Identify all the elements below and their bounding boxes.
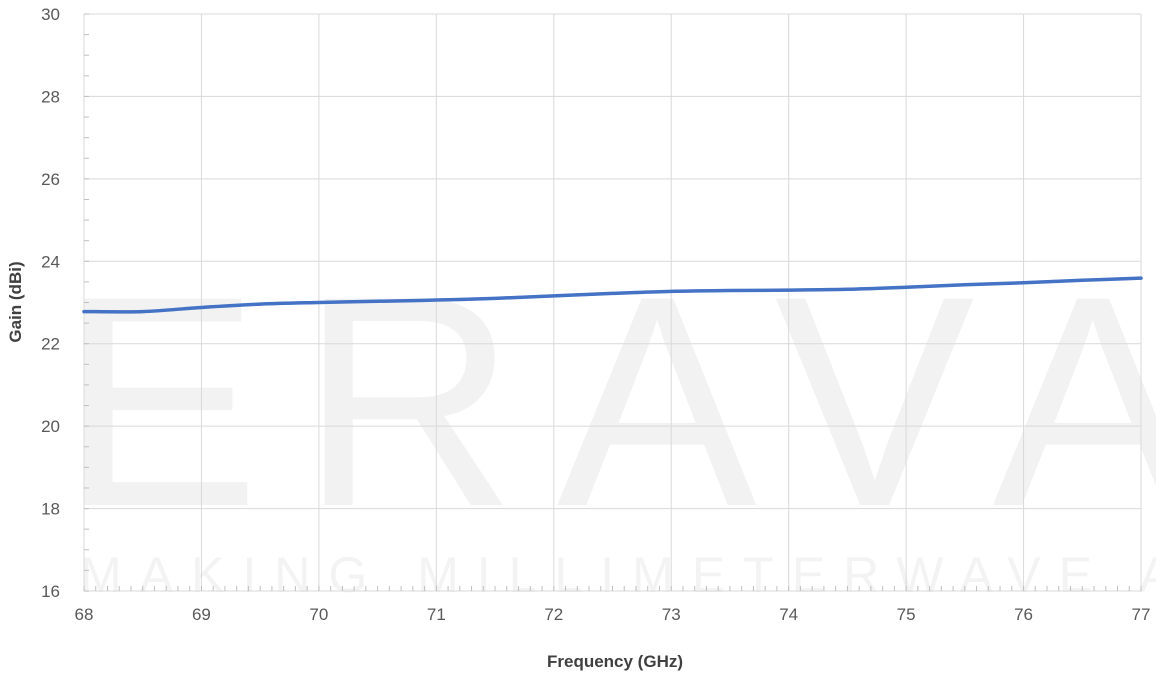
y-tick-label: 16 (41, 582, 60, 601)
y-tick-label: 26 (41, 170, 60, 189)
minor-ticks (83, 13, 1142, 592)
watermark: ERAVANT MAKING MILLIMETERWAVE ACCESSIBLE (60, 233, 1156, 603)
y-tick-label: 24 (41, 252, 60, 271)
y-tick-label: 20 (41, 417, 60, 436)
x-tick-label: 77 (1132, 605, 1151, 624)
series-layer (82, 276, 1143, 314)
x-tick-label: 72 (544, 605, 563, 624)
x-tick-label: 73 (662, 605, 681, 624)
y-tick-labels: 16 18 20 22 24 26 28 30 (41, 5, 60, 601)
x-tick-labels: 68 69 70 71 72 73 74 75 76 77 (75, 605, 1151, 624)
y-tick-label: 22 (41, 335, 60, 354)
y-tick-label: 18 (41, 500, 60, 519)
x-tick-label: 69 (192, 605, 211, 624)
y-tick-label: 28 (41, 87, 60, 106)
watermark-tagline: MAKING MILLIMETERWAVE ACCESSIBLE (80, 547, 1156, 603)
x-tick-label: 71 (427, 605, 446, 624)
x-axis-title: Frequency (GHz) (547, 652, 683, 671)
x-tick-label: 68 (75, 605, 94, 624)
y-tick-label: 30 (41, 5, 60, 24)
x-tick-label: 70 (309, 605, 328, 624)
x-tick-label: 75 (897, 605, 916, 624)
watermark-logo: ERAVANT (60, 233, 1156, 569)
y-axis-title: Gain (dBi) (6, 261, 25, 342)
x-tick-label: 76 (1014, 605, 1033, 624)
x-tick-label: 74 (779, 605, 798, 624)
gain-series-line (82, 276, 1143, 314)
